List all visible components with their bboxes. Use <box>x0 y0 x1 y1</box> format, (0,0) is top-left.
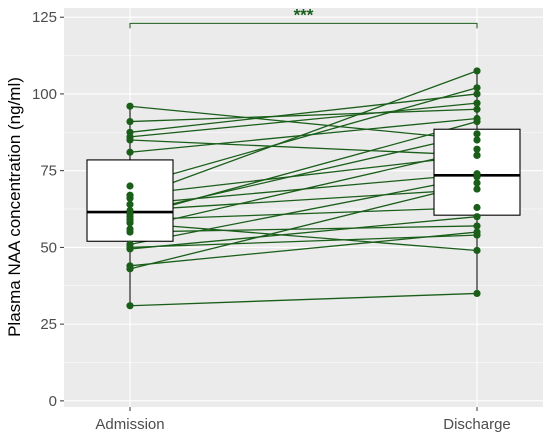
point-discharge <box>473 145 481 153</box>
point-admission <box>126 219 134 227</box>
pair-line <box>129 176 478 245</box>
point-discharge <box>473 213 481 221</box>
point-admission <box>126 148 134 156</box>
point-admission <box>126 200 134 209</box>
pair-line <box>129 216 478 250</box>
pair-line <box>129 70 478 199</box>
pair-line <box>129 188 478 212</box>
point-discharge <box>473 99 481 107</box>
pair-line <box>129 93 478 133</box>
point-discharge <box>473 90 481 98</box>
pair-line <box>129 105 478 141</box>
x-tick-label-discharge: Discharge <box>443 416 511 433</box>
significance-bracket: *** <box>129 5 478 29</box>
y-axis-ticks: 0 25 50 75 100 125 <box>32 9 64 410</box>
y-tick-label: 25 <box>40 316 57 333</box>
x-tick-label-admission: Admission <box>95 416 164 433</box>
pair-line <box>129 292 478 307</box>
point-admission <box>126 182 134 190</box>
bracket-line <box>129 22 478 29</box>
data-points <box>126 67 481 310</box>
point-admission <box>126 136 134 144</box>
pair-line <box>129 206 478 221</box>
point-admission <box>126 117 134 126</box>
pair-line <box>129 225 478 233</box>
point-admission <box>126 228 134 236</box>
point-discharge <box>473 173 481 181</box>
point-admission <box>126 102 134 110</box>
point-discharge <box>473 228 481 236</box>
point-admission <box>126 302 134 310</box>
point-admission <box>126 194 134 202</box>
y-tick-label: 100 <box>32 86 57 103</box>
pair-line <box>129 139 478 156</box>
point-discharge <box>473 136 481 144</box>
point-discharge <box>473 130 481 138</box>
pair-line <box>129 108 478 123</box>
point-discharge <box>473 179 481 187</box>
pair-line <box>129 182 478 270</box>
pair-line <box>129 222 478 252</box>
pair-line <box>129 148 478 230</box>
x-axis-ticks: Admission Discharge <box>95 407 511 433</box>
pair-line <box>129 231 478 267</box>
point-discharge <box>473 203 481 212</box>
point-discharge <box>473 222 481 230</box>
point-admission <box>126 265 134 273</box>
y-axis-title: Plasma NAA concentration (ng/ml) <box>5 77 24 337</box>
point-discharge <box>473 289 481 298</box>
pair-line <box>129 87 478 187</box>
y-tick-label: 125 <box>32 9 57 26</box>
significance-label: *** <box>294 5 314 24</box>
y-tick-label: 0 <box>49 393 57 410</box>
y-tick-label: 50 <box>40 239 57 256</box>
point-discharge <box>473 84 481 92</box>
point-admission <box>126 245 134 253</box>
paired-lines <box>129 70 478 307</box>
point-discharge <box>473 185 481 193</box>
pair-line <box>129 102 478 138</box>
pair-line <box>129 117 478 153</box>
point-discharge <box>473 105 481 113</box>
point-discharge <box>473 151 481 159</box>
point-discharge <box>473 117 481 126</box>
y-tick-label: 75 <box>40 163 57 180</box>
point-discharge <box>473 246 481 255</box>
point-discharge <box>473 67 481 75</box>
pair-line <box>129 120 478 218</box>
